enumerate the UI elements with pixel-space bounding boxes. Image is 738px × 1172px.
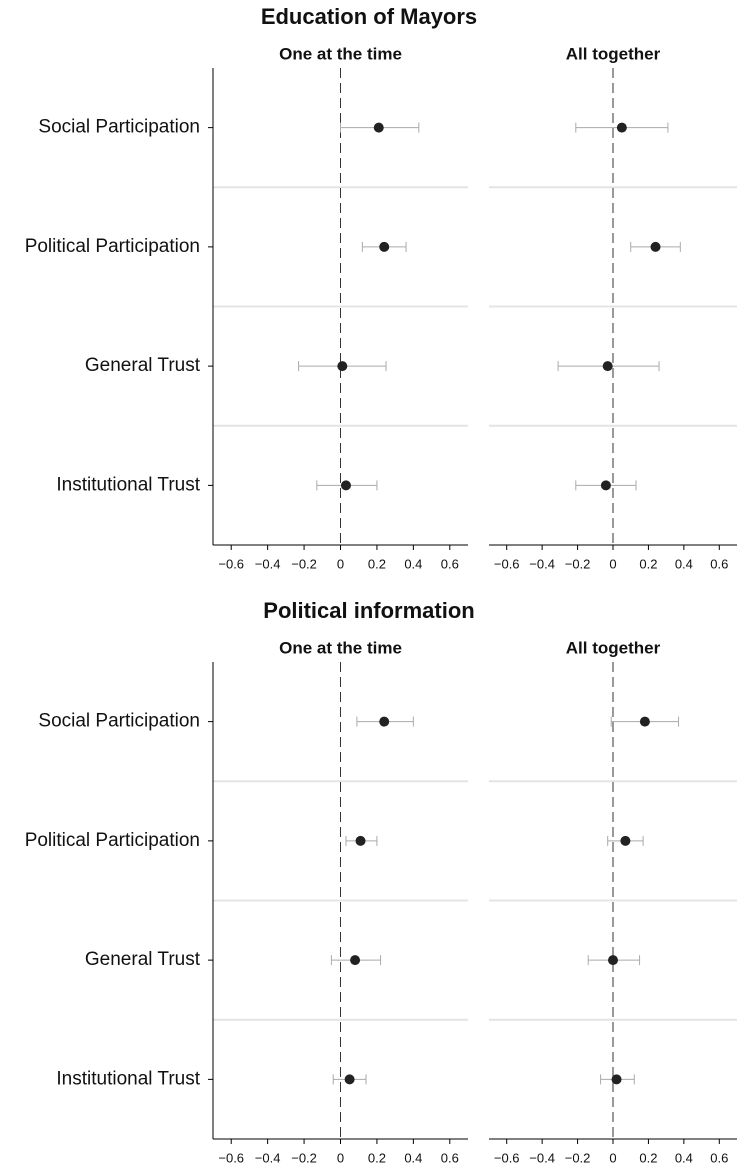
- point: [355, 835, 366, 846]
- x-tick-label: 0.4: [675, 1150, 693, 1165]
- point: [379, 241, 390, 252]
- group-title: Education of Mayors: [261, 4, 477, 29]
- category-label: Social Participation: [38, 711, 200, 732]
- x-tick-label: −0.4: [255, 1150, 281, 1165]
- point: [337, 361, 348, 372]
- x-tick-label: −0.2: [565, 556, 591, 571]
- x-tick-label: −0.2: [565, 1150, 591, 1165]
- point: [340, 480, 351, 491]
- point: [639, 716, 650, 727]
- x-tick-label: −0.2: [291, 556, 317, 571]
- panel-subtitle: One at the time: [279, 44, 402, 63]
- panel-subtitle: All together: [566, 44, 661, 63]
- point: [616, 122, 627, 133]
- point: [344, 1074, 355, 1085]
- category-label: General Trust: [85, 355, 201, 376]
- x-tick-label: 0.2: [639, 1150, 657, 1165]
- x-tick-label: −0.4: [255, 556, 281, 571]
- x-tick-label: −0.6: [218, 556, 244, 571]
- panel-subtitle: All together: [566, 638, 661, 657]
- x-tick-label: 0.4: [675, 556, 693, 571]
- x-tick-label: −0.6: [494, 556, 520, 571]
- point: [379, 716, 390, 727]
- x-tick-label: 0.6: [441, 556, 459, 571]
- x-tick-label: 0.6: [710, 1150, 728, 1165]
- x-tick-label: 0: [337, 1150, 344, 1165]
- category-label: Social Participation: [38, 117, 200, 138]
- point: [373, 122, 384, 133]
- x-tick-label: −0.2: [291, 1150, 317, 1165]
- point: [650, 241, 661, 252]
- x-tick-label: −0.4: [529, 556, 555, 571]
- point: [620, 835, 631, 846]
- panel-subtitle: One at the time: [279, 638, 402, 657]
- category-label: Political Participation: [25, 236, 200, 257]
- x-tick-label: 0: [337, 556, 344, 571]
- category-label: General Trust: [85, 949, 201, 970]
- x-tick-label: −0.6: [494, 1150, 520, 1165]
- x-tick-label: 0.2: [368, 556, 386, 571]
- x-tick-label: 0.6: [441, 1150, 459, 1165]
- category-label: Political Participation: [25, 830, 200, 851]
- x-tick-label: 0: [609, 1150, 616, 1165]
- x-tick-label: 0: [609, 556, 616, 571]
- point: [611, 1074, 622, 1085]
- point: [600, 480, 611, 491]
- category-label: Institutional Trust: [56, 474, 200, 495]
- x-tick-label: 0.2: [368, 1150, 386, 1165]
- x-tick-label: 0.2: [639, 556, 657, 571]
- x-tick-label: 0.4: [404, 1150, 422, 1165]
- x-tick-label: −0.4: [529, 1150, 555, 1165]
- x-tick-label: 0.6: [710, 556, 728, 571]
- point: [602, 361, 613, 372]
- x-tick-label: 0.4: [404, 556, 422, 571]
- point: [608, 955, 618, 966]
- category-label: Institutional Trust: [56, 1068, 200, 1089]
- group-title: Political information: [263, 598, 474, 623]
- point: [350, 955, 361, 966]
- x-tick-label: −0.6: [218, 1150, 244, 1165]
